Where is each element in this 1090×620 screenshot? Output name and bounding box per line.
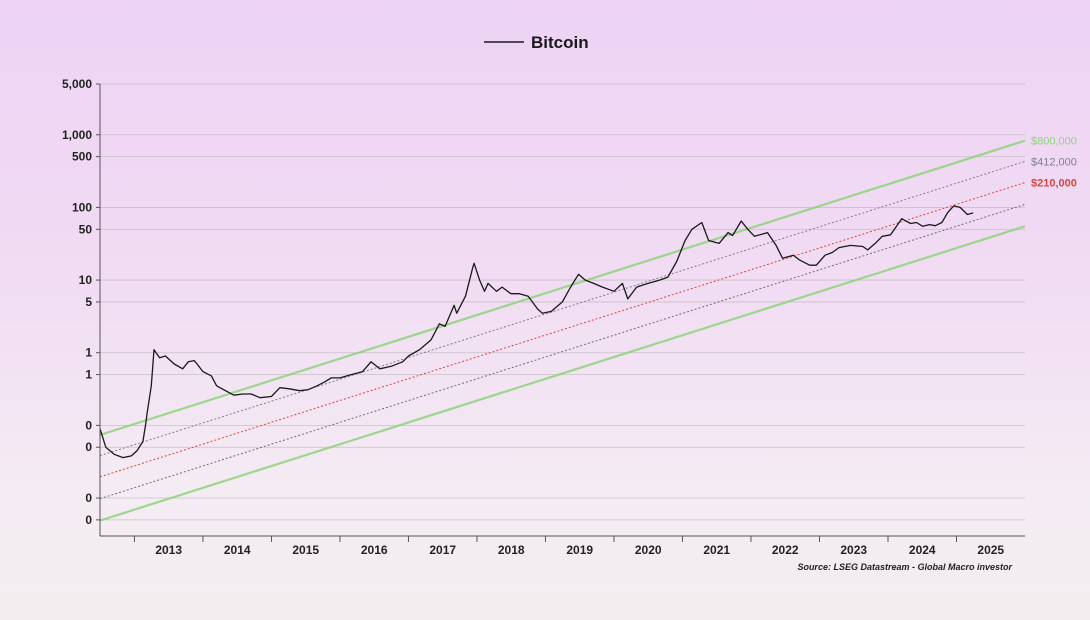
y-tick-label: 0 (85, 418, 92, 432)
band-label: $210,000 (1031, 178, 1077, 190)
x-tick-label: 2017 (429, 543, 456, 557)
y-tick-label: 5 (85, 295, 92, 309)
x-tick-label: 2023 (840, 543, 867, 557)
y-tick-label: 5,000 (62, 77, 92, 91)
plot-area (100, 84, 1025, 536)
y-tick-label: 1 (85, 368, 92, 382)
band-labels: $800,000 $412,000 $210,000 (1031, 136, 1077, 190)
y-tick-label: 100 (72, 200, 92, 214)
x-tick-label: 2019 (566, 543, 593, 557)
x-tick-label: 2020 (635, 543, 662, 557)
series-line-bitcoin (99, 205, 974, 459)
legend: Bitcoin (484, 33, 589, 52)
x-tick-label: 2022 (772, 543, 799, 557)
y-tick-label: 10 (79, 273, 93, 287)
y-tick-label: 1 (85, 346, 92, 360)
x-tick-label: 2014 (224, 543, 251, 557)
x-tick-label: 2021 (703, 543, 730, 557)
y-tick-label: 1,000 (62, 128, 92, 142)
x-tick-label: 2018 (498, 543, 525, 557)
regression-midline (99, 182, 1026, 478)
gridlines (100, 83, 1025, 521)
regression-band-line (99, 139, 1026, 436)
band-label: $800,000 (1031, 136, 1077, 148)
regression-band-line (99, 160, 1026, 457)
x-tick-label: 2024 (909, 543, 936, 557)
x-tick-label: 2025 (977, 543, 1004, 557)
x-axis-ticks: 2013 2014 2015 2016 2017 2018 2019 2020 2021 2022… (133, 536, 1004, 557)
regression-band-line (99, 203, 1026, 500)
x-tick-label: 2016 (361, 543, 388, 557)
y-tick-label: 0 (85, 491, 92, 505)
x-tick-label: 2015 (292, 543, 319, 557)
source-note: Source: LSEG Datastream - Global Macro i… (797, 562, 1012, 572)
y-tick-label: 500 (72, 150, 92, 164)
y-tick-label: 0 (85, 440, 92, 454)
regression-band-line (99, 225, 1026, 522)
y-tick-label: 50 (79, 222, 93, 236)
legend-label-bitcoin: Bitcoin (531, 33, 589, 52)
y-tick-label: 0 (85, 513, 92, 527)
regression-bands (99, 139, 1026, 522)
band-label: $412,000 (1031, 156, 1077, 168)
x-tick-label: 2013 (155, 543, 182, 557)
